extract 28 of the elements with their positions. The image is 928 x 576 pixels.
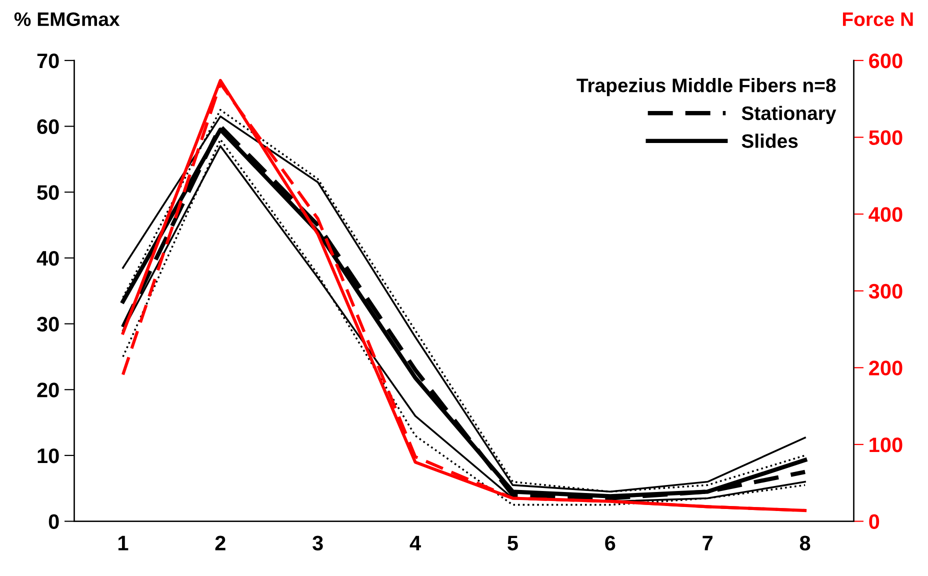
- y2-tick-label: 600: [869, 53, 902, 68]
- y2-axis-title: Force N: [842, 12, 913, 26]
- legend-label: Slides: [742, 134, 798, 148]
- y2-tick-label: 500: [868, 130, 902, 146]
- y2-tick-label: 300: [868, 284, 902, 299]
- y-tick-label: 20: [37, 382, 59, 398]
- y-tick-label: 60: [37, 119, 59, 134]
- x-tick-label: 4: [410, 536, 421, 550]
- x-tick-label: 6: [605, 536, 616, 550]
- x-tick-label: 5: [508, 536, 518, 550]
- x-tick-label: 3: [312, 536, 323, 550]
- y-tick-label: 40: [36, 250, 59, 266]
- y-tick-label: 0: [48, 514, 59, 530]
- x-tick-label: 7: [702, 536, 712, 550]
- y-tick-label: 50: [37, 185, 59, 200]
- y-tick-label: 10: [38, 448, 59, 464]
- y-tick-label: 70: [37, 53, 59, 68]
- x-tick-label: 1: [118, 536, 128, 550]
- legend-title: Trapezius Middle Fibers n=8: [576, 78, 836, 96]
- y2-tick-label: 100: [870, 437, 902, 452]
- y2-tick-label: 0: [869, 514, 880, 530]
- x-tick-label: 2: [215, 536, 226, 550]
- legend-label: Stationary: [742, 106, 836, 124]
- y-tick-label: 30: [36, 316, 59, 332]
- x-tick-label: 8: [800, 536, 810, 550]
- y-axis-title: % EMGmax: [14, 12, 120, 26]
- y2-tick-label: 400: [868, 207, 902, 222]
- y2-tick-label: 200: [869, 360, 902, 376]
